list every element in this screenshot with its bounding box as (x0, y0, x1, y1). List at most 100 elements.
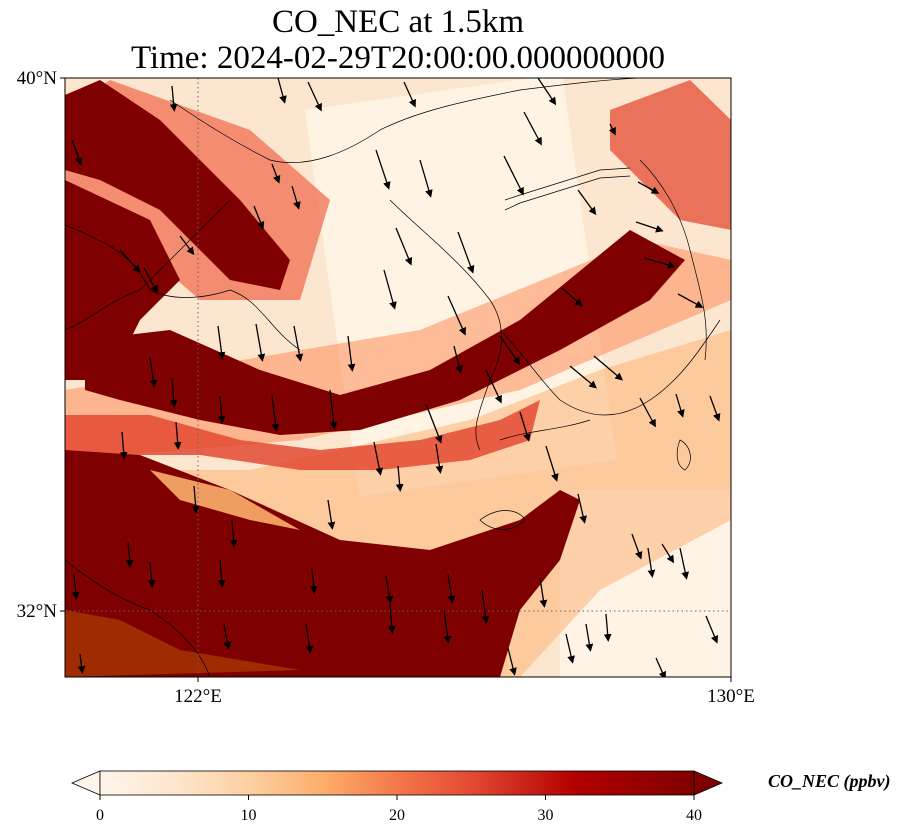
plume-northwest (65, 80, 290, 290)
title-line-1: CO_NEC at 1.5km (271, 4, 525, 40)
wind-arrow (309, 567, 318, 594)
lat-tick-32: 32°N (17, 601, 58, 622)
wind-arrow (425, 403, 443, 444)
colorbar-extend-max (693, 770, 724, 796)
title-line-2: Time: 2024-02-29T20:00:00.000000000 (130, 40, 666, 76)
wind-arrow (565, 633, 575, 664)
wind-arrow (329, 389, 338, 430)
wind-arrow (705, 615, 719, 644)
wind-arrow (395, 227, 413, 266)
lon-axis: 122°E 130°E (174, 677, 755, 707)
colorbar-tick-label: 30 (538, 807, 554, 824)
colorbar-tick-label: 10 (241, 807, 257, 824)
wind-arrow (585, 623, 594, 652)
wind-arrow (577, 493, 587, 524)
wind-arrow (293, 325, 304, 362)
wind-arrow (277, 78, 287, 104)
colorbar-ramp (99, 770, 695, 796)
wind-arrow (593, 355, 623, 381)
wind-arrow (179, 235, 195, 256)
wind-arrow (191, 485, 200, 514)
wind-arrow (71, 139, 83, 166)
wind-arrow (149, 357, 158, 388)
wind-arrow (523, 111, 542, 146)
colorbar-ticks: 0 10 20 30 40 (96, 795, 702, 824)
wind-arrow (507, 647, 517, 676)
wind-arrow (169, 377, 178, 408)
wind-arrow (631, 533, 643, 560)
wind-arrow (395, 465, 404, 492)
wind-arrow (253, 205, 265, 230)
wind-arrow (447, 295, 466, 336)
wind-arrow (305, 623, 314, 654)
wind-arrow (435, 443, 444, 474)
wind-arrow (347, 335, 356, 372)
wind-arrow (503, 155, 524, 196)
wind-arrow (481, 589, 490, 624)
wind-arrow (119, 431, 128, 460)
wind-arrow (271, 395, 280, 432)
wind-arrow (661, 543, 675, 564)
wind-arrow (147, 561, 156, 588)
wind-arrow (403, 81, 416, 108)
wind-arrow (169, 85, 178, 112)
wind-arrow (569, 365, 597, 389)
wind-arrow (655, 657, 666, 677)
wind-arrow (519, 411, 531, 442)
wind-arrow (709, 395, 721, 422)
plume-central-band (85, 230, 685, 435)
wind-arrow (327, 499, 336, 530)
wind-arrow (307, 81, 322, 112)
map-frame (64, 77, 732, 678)
wind-arrow (77, 653, 86, 674)
wind-arrow (125, 541, 134, 568)
wind-arrow (223, 623, 232, 650)
field-north-east (610, 80, 731, 230)
lat-axis: 40°N 32°N (17, 68, 65, 622)
lon-tick-130: 130°E (707, 686, 755, 707)
wind-arrow (647, 547, 656, 578)
wind-arrow (485, 369, 502, 404)
wind-arrow (373, 441, 384, 476)
colorbar-extend-min (70, 770, 101, 796)
wind-arrow (608, 123, 616, 136)
wind-arrow (635, 221, 664, 233)
wind-arrow (679, 547, 689, 580)
wind-arrow (383, 269, 397, 310)
plume-south-edge (65, 610, 300, 677)
wind-arrow (499, 335, 521, 366)
chart-title: CO_NEC at 1.5km Time: 2024-02-29T20:00:0… (65, 4, 731, 76)
wind-arrow (143, 267, 158, 294)
colorbar-tick-label: 0 (96, 807, 104, 824)
wind-arrow (387, 603, 396, 634)
wind-arrow (217, 395, 226, 424)
wind-arrow (457, 231, 475, 274)
wind-arrow (291, 185, 301, 210)
gridlines (65, 78, 731, 677)
wind-arrow (419, 159, 433, 198)
concentration-field (65, 78, 731, 677)
wind-arrow (643, 257, 676, 269)
wind-arrow (603, 613, 612, 642)
wind-arrow (385, 575, 394, 604)
wind-arrow (119, 249, 141, 273)
wind-arrow (375, 149, 391, 190)
wind-arrow (447, 573, 456, 604)
colorbar-tick-label: 20 (389, 807, 405, 824)
lat-tick-40: 40°N (17, 68, 58, 89)
colorbar: 0 10 20 30 40 (70, 770, 724, 824)
wind-arrow (561, 287, 583, 307)
wind-arrow (577, 189, 597, 216)
wind-arrow (637, 181, 660, 194)
wind-arrow (539, 577, 548, 608)
coastlines (65, 78, 721, 677)
wind-arrow (71, 573, 80, 600)
wind-arrow (639, 397, 656, 428)
wind-arrow (537, 78, 557, 106)
plume-west (65, 180, 180, 380)
wind-arrow (217, 325, 226, 360)
wind-arrow (443, 609, 452, 644)
wind-arrow (453, 345, 463, 374)
wind-arrow (255, 323, 266, 362)
